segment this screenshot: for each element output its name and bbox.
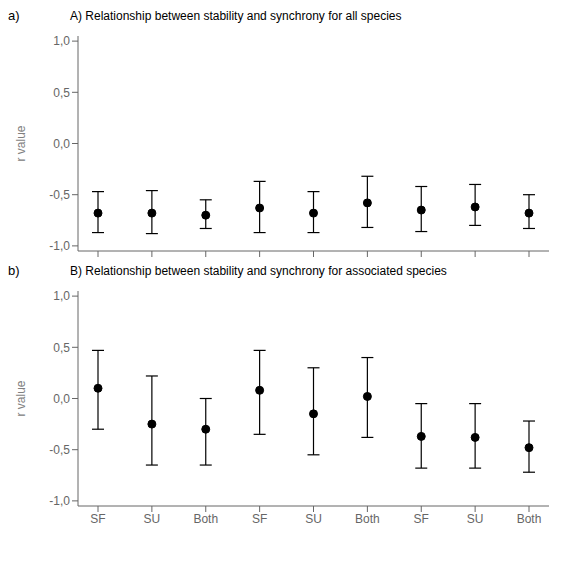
svg-text:Both: Both [517,512,542,526]
svg-text:0,5: 0,5 [53,341,70,355]
svg-text:r value: r value [14,125,28,161]
html-text:b): b) [8,263,20,278]
svg-text:Both: Both [193,512,218,526]
svg-text:SF: SF [414,512,429,526]
svg-text:SU: SU [305,512,322,526]
svg-text:Both: Both [355,512,380,526]
svg-text:SU: SU [144,512,161,526]
html-text:A) Relationship between stabil: A) Relationship between stability and sy… [70,9,402,23]
html-text:B) Relationship between stabil: B) Relationship between stability and sy… [70,264,447,278]
svg-text:0,5: 0,5 [53,86,70,100]
svg-text:-1,0: -1,0 [49,494,70,508]
svg-text:SF: SF [90,512,105,526]
svg-text:1,0: 1,0 [53,34,70,48]
svg-text:SU: SU [467,512,484,526]
svg-text:0,0: 0,0 [53,137,70,151]
svg-text:r value: r value [14,380,28,416]
svg-text:-0,5: -0,5 [49,188,70,202]
svg-text:SF: SF [252,512,267,526]
svg-text:-0,5: -0,5 [49,443,70,457]
html-text:a): a) [8,8,20,23]
svg-text:0,0: 0,0 [53,392,70,406]
svg-text:1,0: 1,0 [53,289,70,303]
svg-text:-1,0: -1,0 [49,239,70,253]
